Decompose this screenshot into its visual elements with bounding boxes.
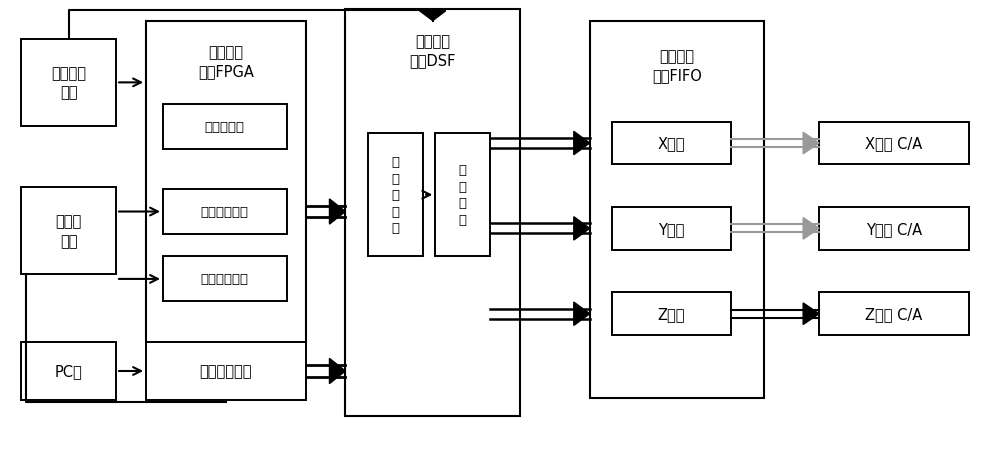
Text: 矩
阵
乘
法: 矩 阵 乘 法 [459, 164, 467, 226]
Text: 脉冲控
制器: 脉冲控 制器 [56, 214, 82, 248]
Bar [163, 105, 287, 149]
Bar [590, 22, 764, 398]
Text: 序列地址产生: 序列地址产生 [201, 206, 249, 219]
Bar [163, 189, 287, 235]
Polygon shape [574, 302, 590, 326]
Text: 数据缓存
模块FIFO: 数据缓存 模块FIFO [652, 49, 702, 83]
Text: 数值运算
模块DSF: 数值运算 模块DSF [410, 34, 456, 68]
Polygon shape [329, 359, 345, 384]
Bar [163, 257, 287, 302]
Text: Z方向 C/A: Z方向 C/A [865, 307, 923, 322]
Polygon shape [420, 12, 446, 22]
Polygon shape [803, 218, 819, 239]
Text: Y方向: Y方向 [658, 221, 685, 236]
Text: Z方向: Z方向 [658, 307, 685, 322]
Bar [21, 40, 116, 127]
Bar [146, 342, 306, 400]
Bar [612, 122, 731, 165]
Bar [21, 188, 116, 275]
Bar [612, 207, 731, 250]
Bar [435, 133, 490, 257]
Polygon shape [574, 217, 590, 240]
Bar [819, 207, 969, 250]
Text: X方向 C/A: X方向 C/A [865, 136, 923, 151]
Polygon shape [574, 132, 590, 155]
Text: 主采样时钟: 主采样时钟 [205, 120, 245, 133]
Text: 序列存储
模块: 序列存储 模块 [51, 66, 86, 100]
Bar [819, 122, 969, 165]
Bar [819, 293, 969, 335]
Polygon shape [329, 199, 345, 225]
Polygon shape [803, 303, 819, 325]
Text: 波形存储模块: 波形存储模块 [200, 364, 252, 379]
Bar [146, 22, 306, 344]
Text: 波形地址产生: 波形地址产生 [201, 273, 249, 286]
Bar [368, 133, 423, 257]
Bar [345, 10, 520, 416]
Polygon shape [803, 133, 819, 154]
Bar [21, 342, 116, 400]
Text: PC机: PC机 [55, 364, 83, 379]
Text: 主
采
样
时
钟: 主 采 样 时 钟 [392, 156, 400, 235]
Text: X方向: X方向 [658, 136, 685, 151]
Text: Y方向 C/A: Y方向 C/A [866, 221, 922, 236]
Text: 序列产生
模块FPGA: 序列产生 模块FPGA [198, 45, 254, 79]
Bar [612, 293, 731, 335]
